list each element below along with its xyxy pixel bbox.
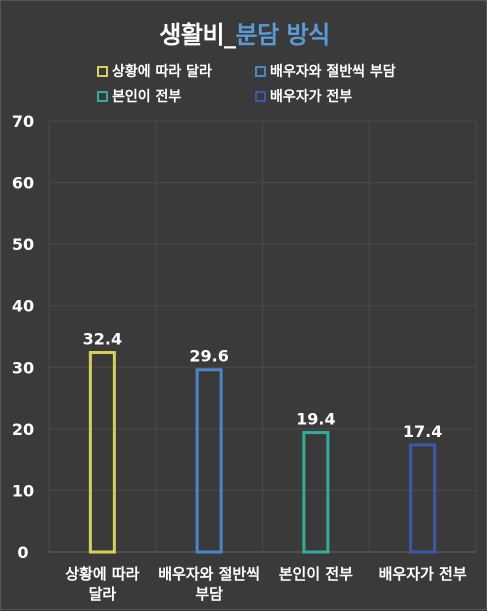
legend-label-2: 배우자와 절반씩 부담	[270, 64, 396, 80]
legend-swatch-3	[97, 90, 108, 102]
data-label-4: 17.4	[403, 422, 442, 441]
legend-item-2: 배우자와 절반씩 부담	[255, 61, 396, 81]
bar-2	[195, 368, 223, 554]
legend-swatch-4	[255, 90, 266, 102]
y-tick-label-7: 70	[12, 112, 34, 131]
legend-label-4: 배우자가 전부	[270, 89, 353, 105]
y-tick-label-3: 30	[12, 358, 34, 377]
y-tick-label-1: 10	[12, 481, 34, 500]
y-tick-label-4: 40	[12, 297, 34, 316]
legend-label-1: 상황에 따라 달라	[112, 64, 212, 80]
y-tick-label-6: 60	[12, 174, 34, 193]
legend-swatch-2	[255, 65, 266, 77]
chart-title-accent: 분담 방식	[235, 21, 331, 49]
data-label-3: 19.4	[296, 410, 335, 429]
bar-3	[302, 431, 330, 554]
x-tick-label-1-line-1: 상황에 따라	[65, 565, 139, 583]
data-label-2: 29.6	[189, 347, 228, 366]
bar-4	[409, 443, 437, 554]
data-label-1: 32.4	[83, 330, 122, 349]
legend-item-4: 배우자가 전부	[255, 86, 352, 106]
legend-item-3: 본인이 전부	[97, 86, 181, 106]
x-tick-label-4-line-1: 배우자가 전부	[379, 565, 467, 583]
legend-label-3: 본인이 전부	[112, 89, 182, 105]
legend-item-1: 상황에 따라 달라	[97, 61, 212, 81]
y-tick-label-5: 50	[12, 235, 34, 254]
y-tick-label-0: 0	[17, 543, 28, 562]
x-tick-label-2-line-1: 배우자와 절반씩	[158, 565, 260, 583]
x-tick-label-1-line-2: 달라	[89, 585, 117, 603]
chart-title-main: 생활비_	[159, 21, 236, 49]
y-tick-label-2: 20	[12, 420, 34, 439]
x-tick-label-3-line-1: 본인이 전부	[279, 565, 353, 583]
x-tick-label-2-line-2: 부담	[195, 585, 223, 603]
legend-swatch-1	[97, 65, 108, 77]
bar-1	[88, 351, 116, 554]
chart-title: 생활비_분담 방식	[1, 15, 487, 50]
